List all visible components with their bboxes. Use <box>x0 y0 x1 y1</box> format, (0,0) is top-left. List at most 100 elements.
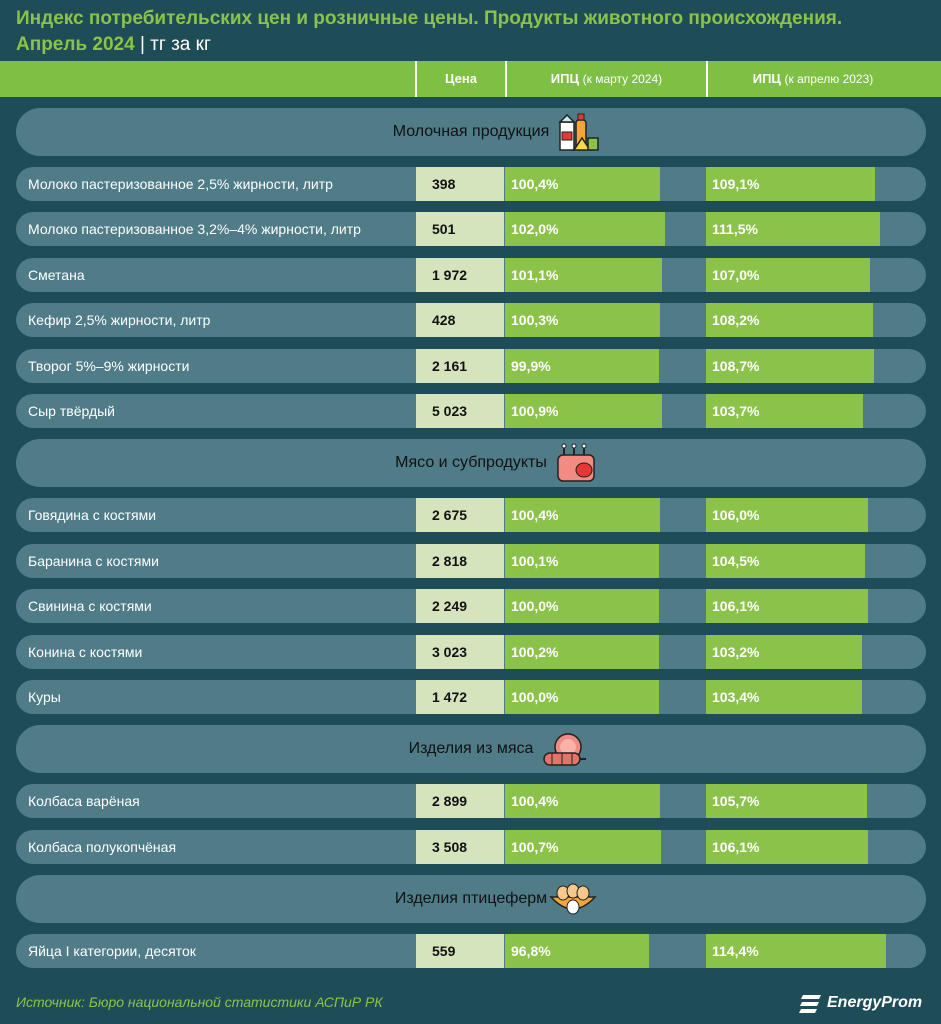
price-cell: 2 249 <box>416 589 504 624</box>
product-name: Кефир 2,5% жирности, литр <box>28 312 211 329</box>
bar-cpi-apr-label: 106,1% <box>712 598 760 615</box>
bar-cpi-apr: 109,1% <box>706 167 875 201</box>
category-label: Мясо и субпродукты <box>395 454 547 472</box>
bar-cpi-mar-label: 100,2% <box>511 643 559 660</box>
price-cell: 428 <box>416 303 504 338</box>
header-cpi-apr-sub: (к апрелю 2023) <box>784 72 874 86</box>
table-row: Молоко пастеризованное 2,5% жирности, ли… <box>16 167 926 201</box>
bar-cpi-mar-label: 100,7% <box>511 838 559 855</box>
bar-cpi-mar: 99,9% <box>505 348 659 383</box>
price-cell: 2 675 <box>416 498 504 533</box>
title-line1: Индекс потребительских цен и розничные ц… <box>16 8 843 29</box>
category-header: Изделия из мяса <box>16 725 926 774</box>
table-row: Куры 1 472 100,0% 103,4% <box>16 680 926 714</box>
price-value: 398 <box>432 176 456 192</box>
table-row: Яйца I категории, десяток 559 96,8% 114,4% <box>16 934 926 969</box>
source-note: Источник: Бюро национальной статистики А… <box>16 994 383 1010</box>
product-name: Молоко пастеризованное 3,2%–4% жирности,… <box>28 221 361 238</box>
table-row: Свинина с костями 2 249 100,0% 106,1% <box>16 589 926 624</box>
category-label: Изделия птицеферм <box>394 890 548 908</box>
title-separator: | <box>139 34 145 55</box>
bar-cpi-mar: 100,1% <box>505 543 660 578</box>
bar-cpi-apr: 108,7% <box>706 348 874 383</box>
bar-cpi-apr: 103,4% <box>706 680 863 714</box>
header-price: Цена <box>445 71 477 86</box>
bar-cpi-mar: 100,0% <box>505 589 659 624</box>
price-value: 2 818 <box>432 552 468 569</box>
bar-cpi-apr-label: 108,7% <box>712 357 760 374</box>
bar-cpi-apr: 103,7% <box>706 394 864 428</box>
bar-cpi-apr: 106,1% <box>706 589 869 624</box>
price-value: 428 <box>432 312 456 329</box>
bar-cpi-apr: 106,0% <box>706 498 868 533</box>
header-cpi-apr: ИПЦ (к апрелю 2023) <box>708 61 918 97</box>
table-row: Говядина с костями 2 675 100,4% 106,0% <box>16 498 926 533</box>
bar-cpi-apr-label: 103,4% <box>712 689 760 705</box>
bar-cpi-mar: 102,0% <box>505 212 665 247</box>
bar-cpi-mar-label: 100,4% <box>511 507 559 524</box>
category-label: Изделия из мяса <box>408 740 534 758</box>
header-cpi-apr-main: ИПЦ <box>752 71 781 86</box>
bar-cpi-mar: 100,4% <box>505 498 661 533</box>
product-name: Творог 5%–9% жирности <box>28 357 190 374</box>
header-divider <box>505 61 507 97</box>
price-cell: 2 818 <box>416 543 504 578</box>
table-row: Сыр твёрдый 5 023 100,9% 103,7% <box>16 394 926 428</box>
bar-cpi-apr-label: 114,4% <box>712 943 759 960</box>
logo-text: EnergyProm <box>827 994 923 1011</box>
price-value: 2 249 <box>432 598 468 615</box>
price-cell: 3 023 <box>416 634 504 669</box>
category-header: Молочная продукция <box>16 108 926 156</box>
category-header: Мясо и субпродукты <box>16 439 926 488</box>
price-cell: 2 161 <box>416 348 504 383</box>
category-header: Изделия птицеферм <box>16 875 926 924</box>
product-name: Свинина с костями <box>28 598 152 615</box>
title-line2: Апрель 2024 <box>16 34 135 55</box>
header-divider <box>415 61 417 97</box>
header-cpi-mar-sub: (к марту 2024) <box>582 72 663 86</box>
table-header: Цена ИПЦ (к марту 2024) ИПЦ (к апрелю 20… <box>0 61 941 97</box>
bar-cpi-mar: 96,8% <box>505 934 649 969</box>
category-label: Молочная продукция <box>392 123 550 140</box>
bar-cpi-mar-label: 100,9% <box>511 403 559 419</box>
bar-cpi-mar: 100,7% <box>505 829 661 864</box>
bar-cpi-apr-label: 109,1% <box>712 176 760 192</box>
product-name: Сметана <box>28 266 85 283</box>
price-cell: 2 899 <box>416 784 504 819</box>
header-cpi-mar-main: ИПЦ <box>550 71 579 86</box>
header-divider <box>706 61 708 97</box>
table-row: Кефир 2,5% жирности, литр 428 100,3% 108,2% <box>16 303 926 338</box>
table-row: Сметана 1 972 101,1% 107,0% <box>16 257 926 292</box>
bar-cpi-mar: 100,4% <box>505 167 661 201</box>
dairy-icon <box>554 112 602 154</box>
product-name: Говядина с костями <box>28 507 157 524</box>
price-cell: 398 <box>416 167 504 201</box>
bar-cpi-mar-label: 100,1% <box>511 552 559 569</box>
product-name: Куры <box>28 689 61 705</box>
bar-cpi-apr: 111,5% <box>706 212 880 247</box>
bar-cpi-apr-label: 111,5% <box>712 221 758 238</box>
price-cell: 3 508 <box>416 829 504 864</box>
energyprom-logo: EnergyProm <box>799 990 927 1018</box>
table-row: Творог 5%–9% жирности 2 161 99,9% 108,7% <box>16 348 926 383</box>
product-name: Сыр твёрдый <box>28 403 116 419</box>
price-value: 501 <box>432 221 456 238</box>
product-name: Яйца I категории, десяток <box>28 943 196 960</box>
price-value: 1 972 <box>432 266 468 283</box>
price-cell: 5 023 <box>416 394 504 428</box>
logo-icon <box>799 995 821 1013</box>
bar-cpi-mar-label: 101,1% <box>511 266 559 283</box>
bar-cpi-mar: 100,2% <box>505 634 660 669</box>
bar-cpi-mar-label: 99,9% <box>511 357 551 374</box>
header-cpi-mar: ИПЦ (к марту 2024) <box>507 61 706 97</box>
table-row: Конина с костями 3 023 100,2% 103,2% <box>16 634 926 669</box>
product-name: Колбаса полукопчёная <box>28 838 177 855</box>
bar-cpi-apr-label: 104,5% <box>712 552 760 569</box>
bar-cpi-mar: 100,0% <box>505 680 659 714</box>
price-value: 3 508 <box>432 838 468 855</box>
bar-cpi-mar-label: 100,3% <box>511 312 559 329</box>
price-cell: 1 472 <box>416 680 504 714</box>
table-row: Баранина с костями 2 818 100,1% 104,5% <box>16 543 926 578</box>
product-name: Конина с костями <box>28 643 143 660</box>
